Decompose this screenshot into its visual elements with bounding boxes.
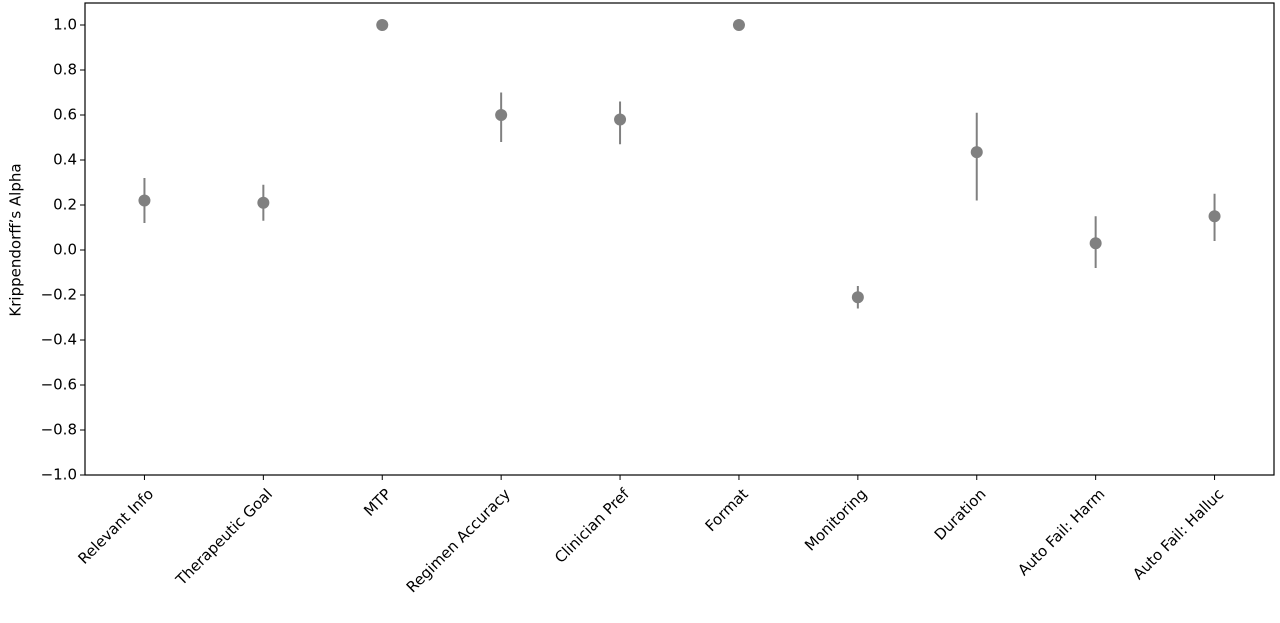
y-tick-label: −1.0 [41, 466, 77, 484]
x-tick-label: Monitoring [801, 485, 870, 554]
y-tick-label: 0.8 [53, 61, 77, 79]
x-tick-label: Auto Fail: Halluc [1129, 485, 1227, 583]
x-tick-label: Therapeutic Goal [172, 485, 276, 589]
y-tick-label: −0.6 [41, 376, 77, 394]
x-tick-label: MTP [360, 485, 395, 520]
y-tick-label: 1.0 [53, 16, 77, 34]
y-tick-label: 0.2 [53, 196, 77, 214]
y-axis-label: Krippendorff’s Alpha [7, 163, 25, 316]
y-tick-label: −0.2 [41, 286, 77, 304]
point [970, 146, 983, 159]
point [257, 196, 270, 209]
y-tick-label: 0.6 [53, 106, 77, 124]
x-tick-label: Clinician Pref [551, 485, 633, 567]
y-tick-label: 0.0 [53, 241, 77, 259]
point [495, 109, 508, 121]
point [376, 19, 389, 31]
plot-frame [84, 2, 1275, 476]
y-tick-label: −0.8 [41, 421, 77, 439]
y-tick-label: −0.4 [41, 331, 77, 349]
y-tick-label: 0.4 [53, 151, 77, 169]
x-tick-label: Auto Fail: Harm [1014, 485, 1108, 579]
x-tick-label: Regimen Accuracy [403, 485, 514, 596]
point [614, 113, 627, 126]
x-tick-label: Duration [931, 485, 990, 544]
point [1089, 237, 1102, 250]
point [851, 291, 864, 304]
x-tick-label: Format [702, 485, 752, 535]
point [1208, 210, 1221, 223]
x-tick-label: Relevant Info [74, 485, 157, 568]
point [732, 19, 745, 31]
point [138, 194, 151, 207]
